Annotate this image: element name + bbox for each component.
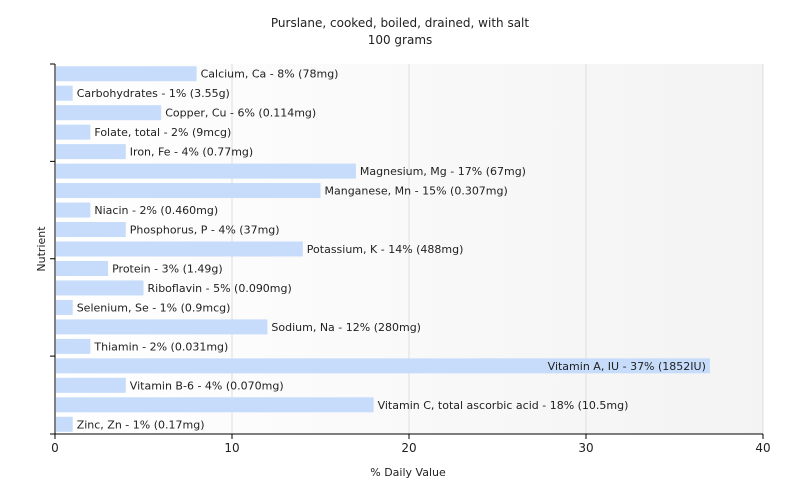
bar [56,85,73,101]
chart-title: Purslane, cooked, boiled, drained, with … [271,16,529,30]
data-label: Protein - 3% (1.49g) [112,262,223,275]
bar [56,416,73,432]
x-axis-label: % Daily Value [370,466,446,479]
bar [56,124,91,140]
data-label: Selenium, Se - 1% (0.9mcg) [77,301,231,314]
x-tick-label: 30 [578,441,593,455]
bar [56,358,710,374]
bar [56,105,162,121]
x-tick-label: 40 [755,441,770,455]
data-label: Magnesium, Mg - 17% (67mg) [360,165,526,178]
bar [56,299,73,315]
y-axis-label: Nutrient [35,226,48,272]
data-label: Niacin - 2% (0.460mg) [94,204,218,217]
data-label: Phosphorus, P - 4% (37mg) [130,224,280,237]
axes: 0 10 20 30 40 [50,63,771,455]
data-label: Vitamin C, total ascorbic acid - 18% (10… [378,399,629,412]
bars: Calcium, Ca - 8% (78mg) Carbohydrates - 1… [56,66,710,432]
data-label: Carbohydrates - 1% (3.55g) [77,87,230,100]
data-label: Copper, Cu - 6% (0.114mg) [165,107,316,120]
x-tick-label: 10 [224,441,239,455]
bar [56,260,109,276]
data-label: Potassium, K - 14% (488mg) [307,243,464,256]
bar [56,319,268,335]
data-label: Sodium, Na - 12% (280mg) [271,321,421,334]
data-label: Folate, total - 2% (9mcg) [94,126,231,139]
chart-subtitle: 100 grams [368,33,433,47]
data-label: Riboflavin - 5% (0.090mg) [148,282,292,295]
bar [56,144,126,160]
bar [56,183,321,199]
data-label: Calcium, Ca - 8% (78mg) [201,68,339,81]
bar [56,202,91,218]
bar [56,163,356,179]
data-label: Thiamin - 2% (0.031mg) [93,340,228,353]
data-label: Manganese, Mn - 15% (0.307mg) [325,185,508,198]
data-label: Zinc, Zn - 1% (0.17mg) [77,418,205,431]
bar [56,241,303,257]
x-tick-label: 20 [401,441,416,455]
data-label: Vitamin B-6 - 4% (0.070mg) [130,379,284,392]
bar [56,280,144,296]
data-label: Vitamin A, IU - 37% (1852IU) [548,360,706,373]
bar [56,397,374,413]
bar [56,377,126,393]
bar [56,66,197,82]
bar [56,338,91,354]
bar [56,222,126,238]
data-label: Iron, Fe - 4% (0.77mg) [130,146,253,159]
x-tick-label: 0 [51,441,59,455]
